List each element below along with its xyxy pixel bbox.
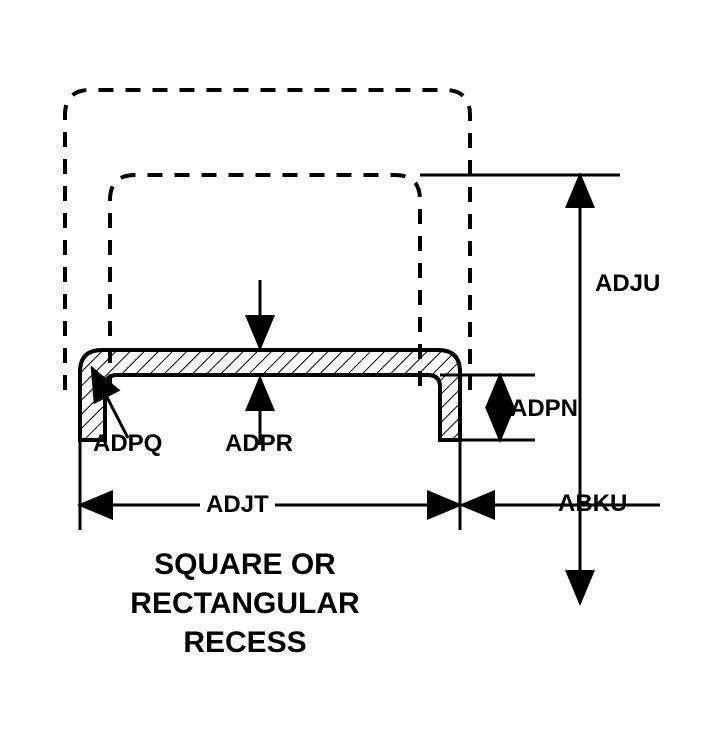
label-abku: ABKU (558, 490, 627, 518)
label-adpn: ADPN (510, 395, 578, 423)
title-line-2: RECTANGULAR (105, 584, 385, 623)
label-adpr: ADPR (225, 430, 293, 458)
diagram-title: SQUARE OR RECTANGULAR RECESS (105, 545, 385, 662)
technical-diagram: ADJU ADPN ABKU ADJT ADPR ADPQ SQUARE OR … (0, 0, 724, 732)
outer-dashed-shape (65, 90, 470, 390)
title-line-3: RECESS (105, 623, 385, 662)
label-adpq: ADPQ (93, 430, 162, 458)
title-line-1: SQUARE OR (105, 545, 385, 584)
label-adju: ADJU (595, 270, 660, 298)
label-adjt: ADJT (200, 491, 275, 519)
cross-section-fill (80, 350, 460, 440)
